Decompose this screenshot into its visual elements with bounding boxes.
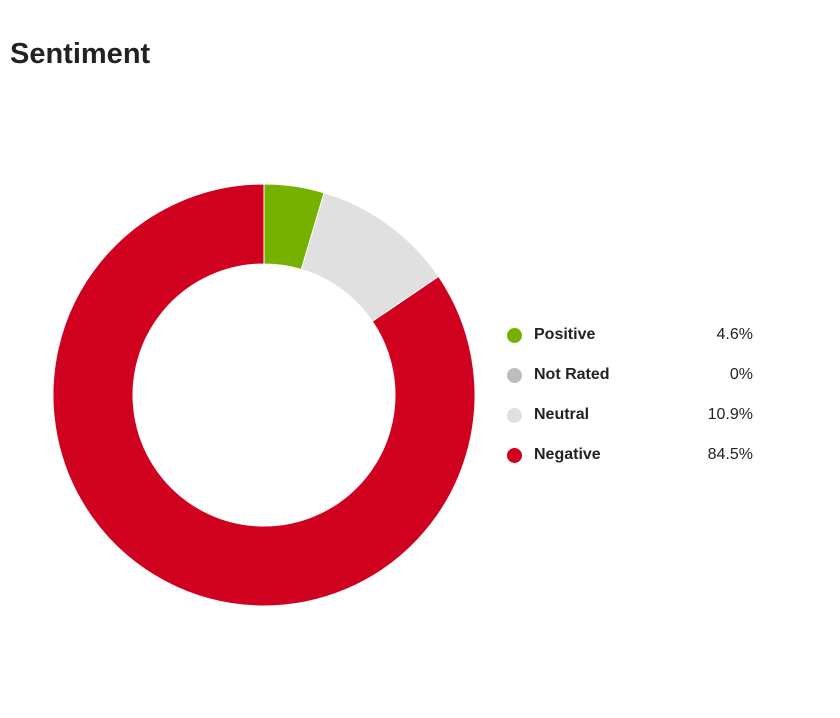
chart-legend: Positive 4.6% Not Rated 0% Neutral 10.9%… [507, 322, 757, 482]
donut-slices [52, 183, 476, 607]
donut-chart [52, 183, 476, 607]
legend-value-not-rated: 0% [729, 366, 753, 383]
chart-title: Sentiment [10, 38, 151, 70]
legend-marker-not-rated [507, 368, 522, 383]
legend-item-neutral[interactable]: Neutral 10.9% [507, 402, 757, 442]
legend-label-negative: Negative [534, 446, 601, 463]
legend-marker-positive [507, 328, 522, 343]
legend-label-not-rated: Not Rated [534, 366, 610, 383]
legend-item-not-rated[interactable]: Not Rated 0% [507, 362, 757, 402]
legend-marker-negative [507, 448, 522, 463]
legend-item-negative[interactable]: Negative 84.5% [507, 442, 757, 482]
legend-value-neutral: 10.9% [707, 406, 753, 423]
slice-negative[interactable] [52, 183, 476, 607]
legend-value-positive: 4.6% [716, 326, 753, 343]
legend-item-positive[interactable]: Positive 4.6% [507, 322, 757, 362]
legend-label-neutral: Neutral [534, 406, 590, 423]
legend-marker-neutral [507, 408, 522, 423]
legend-label-positive: Positive [534, 326, 596, 343]
legend-value-negative: 84.5% [707, 446, 753, 463]
